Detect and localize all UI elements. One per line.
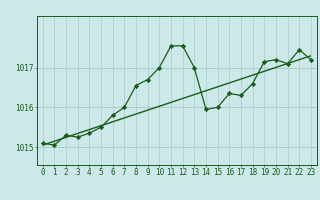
Text: Graphe pression niveau de la mer (hPa): Graphe pression niveau de la mer (hPa) — [58, 184, 262, 193]
